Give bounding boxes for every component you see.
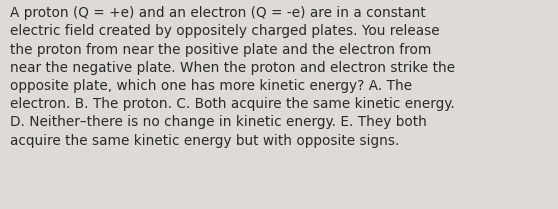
Text: A proton (Q = +e) and an electron (Q = -e) are in a constant
electric field crea: A proton (Q = +e) and an electron (Q = -… (10, 6, 455, 148)
